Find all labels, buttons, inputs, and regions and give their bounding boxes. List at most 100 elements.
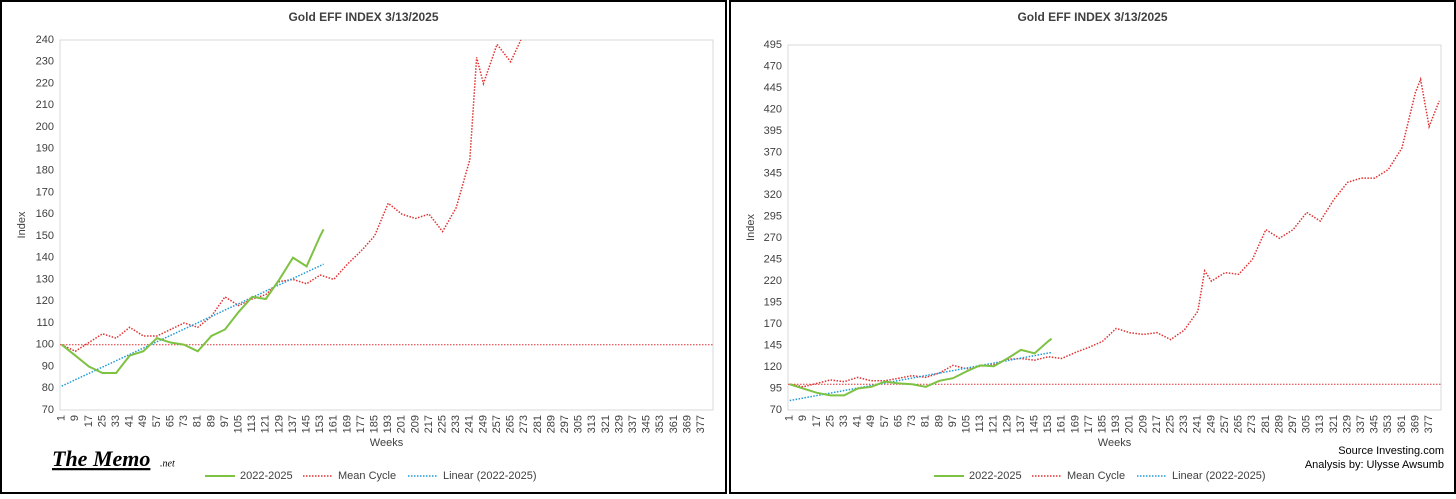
brand-suffix: .net — [160, 458, 175, 469]
x-tick-label: 369 — [1409, 415, 1421, 433]
x-tick-label: 73 — [906, 415, 918, 427]
x-tick-label: 329 — [613, 415, 625, 433]
x-tick-label: 129 — [1001, 415, 1013, 433]
chart-title: Gold EFF INDEX 3/13/2025 — [288, 10, 438, 24]
y-tick-label: 370 — [764, 146, 782, 158]
x-tick-label: 329 — [1341, 415, 1353, 433]
y-tick-label: 445 — [764, 82, 782, 94]
y-axis-label: Index — [16, 211, 28, 238]
x-tick-label: 193 — [1110, 415, 1122, 433]
y-tick-label: 80 — [42, 382, 54, 394]
y-tick-label: 295 — [764, 211, 782, 223]
x-tick-label: 201 — [396, 415, 408, 433]
x-tick-label: 361 — [668, 415, 680, 433]
x-tick-label: 225 — [437, 415, 449, 433]
x-tick-label: 81 — [192, 415, 204, 427]
x-tick-label: 153 — [1042, 415, 1054, 433]
x-tick-label: 161 — [1056, 415, 1068, 433]
x-tick-label: 97 — [947, 415, 959, 427]
x-tick-label: 9 — [69, 415, 81, 421]
x-tick-label: 145 — [1028, 415, 1040, 433]
x-tick-label: 369 — [681, 415, 693, 433]
plot-area — [787, 44, 1442, 411]
series-line — [61, 263, 324, 387]
x-tick-label: 281 — [532, 415, 544, 433]
y-tick-label: 130 — [36, 273, 54, 285]
series-line — [789, 337, 1053, 397]
x-tick-label: 297 — [559, 415, 571, 433]
x-tick-label: 273 — [518, 415, 530, 433]
x-tick-label: 41 — [852, 415, 864, 427]
x-tick-label: 337 — [1355, 415, 1367, 433]
x-tick-label: 41 — [124, 415, 136, 427]
y-tick-label: 220 — [36, 77, 54, 89]
y-tick-label: 170 — [764, 318, 782, 330]
x-tick-label: 321 — [600, 415, 612, 433]
x-tick-label: 345 — [641, 415, 653, 433]
y-tick-label: 240 — [36, 34, 54, 46]
series-line — [61, 39, 522, 353]
x-tick-label: 33 — [110, 415, 122, 427]
y-tick-label: 420 — [764, 103, 782, 115]
legend-label: 2022-2025 — [969, 470, 1022, 482]
y-tick-label: 270 — [764, 232, 782, 244]
x-tick-label: 313 — [1314, 415, 1326, 433]
y-tick-label: 210 — [36, 99, 54, 111]
x-tick-label: 241 — [1192, 415, 1204, 433]
x-tick-label: 377 — [695, 415, 707, 433]
y-tick-label: 120 — [764, 361, 782, 373]
x-tick-label: 265 — [1233, 415, 1245, 433]
x-tick-label: 89 — [933, 415, 945, 427]
x-tick-label: 337 — [627, 415, 639, 433]
y-tick-label: 245 — [764, 254, 782, 266]
x-tick-label: 153 — [314, 415, 326, 433]
legend-label: Linear (2022-2025) — [443, 470, 537, 482]
legend-label: Mean Cycle — [1067, 470, 1125, 482]
x-tick-label: 313 — [586, 415, 598, 433]
x-tick-label: 289 — [545, 415, 557, 433]
x-tick-label: 217 — [423, 415, 435, 433]
x-tick-label: 241 — [464, 415, 476, 433]
y-tick-label: 345 — [764, 168, 782, 180]
y-tick-label: 470 — [764, 60, 782, 72]
x-tick-label: 281 — [1260, 415, 1272, 433]
x-tick-label: 321 — [1328, 415, 1340, 433]
x-tick-label: 25 — [96, 415, 108, 427]
x-tick-label: 193 — [382, 415, 394, 433]
y-tick-label: 170 — [36, 186, 54, 198]
x-tick-label: 129 — [273, 415, 285, 433]
legend-label: Linear (2022-2025) — [1172, 470, 1266, 482]
x-tick-label: 33 — [838, 415, 850, 427]
x-tick-label: 49 — [137, 415, 149, 427]
x-tick-label: 289 — [1273, 415, 1285, 433]
x-tick-label: 161 — [328, 415, 340, 433]
annotation: Analysis by: Ulysse Awsumb — [1305, 459, 1444, 471]
x-axis-label: Weeks — [370, 437, 404, 449]
x-tick-label: 273 — [1246, 415, 1258, 433]
x-tick-label: 225 — [1165, 415, 1177, 433]
x-tick-label: 1 — [56, 415, 68, 421]
y-tick-label: 395 — [764, 125, 782, 137]
x-tick-label: 113 — [974, 415, 986, 433]
series-line — [789, 76, 1440, 388]
x-tick-label: 305 — [1301, 415, 1313, 433]
y-tick-label: 70 — [42, 404, 54, 416]
y-tick-label: 150 — [36, 230, 54, 242]
x-tick-label: 121 — [260, 415, 272, 433]
x-tick-label: 105 — [232, 415, 244, 433]
legend-label: 2022-2025 — [240, 470, 293, 482]
panel-border — [0, 0, 727, 494]
x-tick-label: 209 — [1137, 415, 1149, 433]
x-tick-label: 137 — [1015, 415, 1027, 433]
y-tick-label: 230 — [36, 56, 54, 68]
chart-title: Gold EFF INDEX 3/13/2025 — [1017, 10, 1167, 24]
x-tick-label: 17 — [83, 415, 95, 427]
x-tick-label: 121 — [988, 415, 1000, 433]
y-tick-label: 160 — [36, 208, 54, 220]
x-axis-label: Weeks — [1098, 437, 1132, 449]
x-tick-label: 233 — [1178, 415, 1190, 433]
x-tick-label: 185 — [1097, 415, 1109, 433]
x-tick-label: 49 — [865, 415, 877, 427]
brand: The Memo — [52, 446, 150, 471]
